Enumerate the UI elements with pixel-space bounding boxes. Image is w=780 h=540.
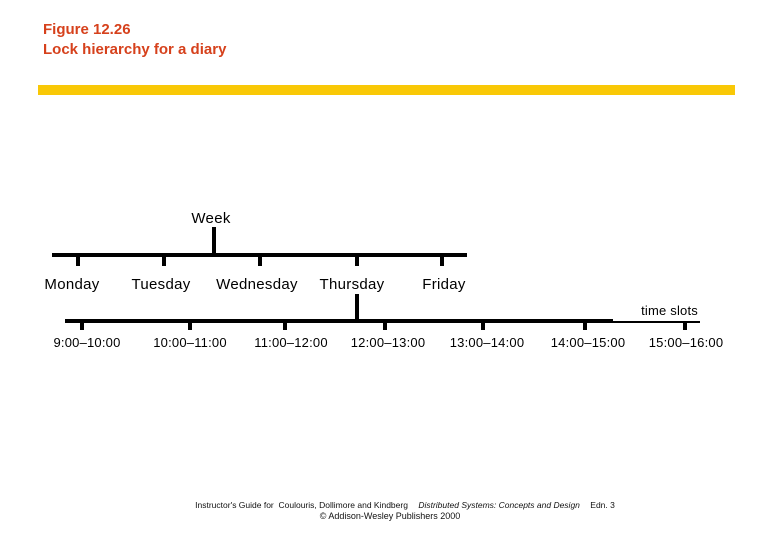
slide-title: Figure 12.26 Lock hierarchy for a diary bbox=[43, 20, 226, 60]
timeslot-label-2: 11:00–12:00 bbox=[254, 335, 328, 350]
timeslot-tick-4 bbox=[481, 323, 485, 330]
day-label-monday: Monday bbox=[44, 276, 100, 293]
timeslot-label-1: 10:00–11:00 bbox=[153, 335, 227, 350]
day-label-thursday: Thursday bbox=[319, 276, 385, 293]
day-tick-tuesday bbox=[162, 257, 166, 266]
day-label-friday: Friday bbox=[422, 276, 466, 293]
days-branch-line bbox=[52, 253, 467, 257]
timeslot-tick-6 bbox=[683, 323, 687, 330]
timeslots-branch-line bbox=[65, 319, 613, 323]
accent-bar bbox=[38, 85, 735, 95]
timeslot-tick-5 bbox=[583, 323, 587, 330]
timeslot-label-3: 12:00–13:00 bbox=[350, 335, 426, 350]
timeslot-tick-3 bbox=[383, 323, 387, 330]
day-label-wednesday: Wednesday bbox=[216, 276, 298, 293]
thursday-connector-line bbox=[355, 294, 359, 323]
timeslot-tick-1 bbox=[188, 323, 192, 330]
timeslot-label-0: 9:00–10:00 bbox=[53, 335, 121, 350]
timeslot-tick-2 bbox=[283, 323, 287, 330]
week-connector-line bbox=[212, 227, 216, 254]
timeslot-label-4: 13:00–14:00 bbox=[449, 335, 525, 350]
timeslots-axis-label: time slots bbox=[641, 303, 698, 318]
footer-book-title: Distributed Systems: Concepts and Design bbox=[418, 500, 580, 510]
timeslot-label-5: 14:00–15:00 bbox=[550, 335, 626, 350]
day-tick-wednesday bbox=[258, 257, 262, 266]
timeslot-label-6: 15:00–16:00 bbox=[648, 335, 724, 350]
day-label-tuesday: Tuesday bbox=[131, 276, 191, 293]
day-tick-thursday bbox=[355, 257, 359, 266]
footer-copyright: © Addison-Wesley Publishers 2000 bbox=[319, 511, 461, 521]
footer-guide-text: Instructor's Guide for Coulouris, Dollim… bbox=[195, 500, 408, 510]
timeslots-branch-line-thin bbox=[613, 321, 700, 323]
timeslot-tick-0 bbox=[80, 323, 84, 330]
figure-caption: Lock hierarchy for a diary bbox=[43, 41, 227, 58]
footer-edition: Edn. 3 bbox=[590, 500, 615, 510]
footer-credit-line: Instructor's Guide for Coulouris, Dollim… bbox=[15, 500, 780, 510]
week-node-label: Week bbox=[191, 210, 231, 227]
figure-number: Figure 12.26 bbox=[43, 21, 131, 38]
day-tick-friday bbox=[440, 257, 444, 266]
day-tick-monday bbox=[76, 257, 80, 266]
